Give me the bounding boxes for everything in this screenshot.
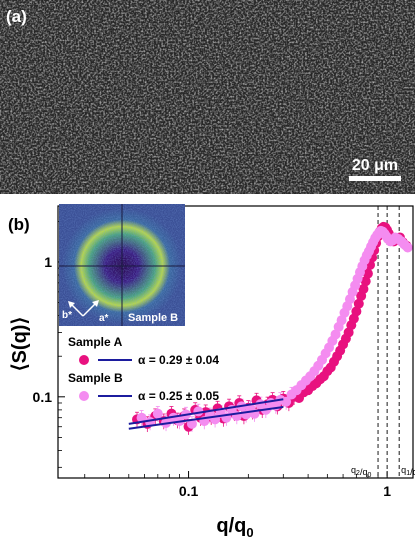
scale-bar-label: 20 μm: [352, 157, 398, 174]
plot-frame: [57, 205, 414, 479]
q2-ratio-label: q2/q0: [351, 465, 371, 479]
data-points: [128, 221, 413, 435]
axes: 0.1 1 0.1 1: [33, 220, 391, 499]
a-star-arrow: [82, 302, 97, 317]
micrograph-image: (a) 20 μm: [0, 0, 415, 194]
legend-sample-a-title: Sample A: [68, 335, 123, 349]
sample-b-point: [281, 396, 292, 407]
sample-b-point: [152, 408, 163, 419]
fit-line: [128, 406, 284, 430]
b-star-label: b*: [62, 310, 72, 321]
legend-sample-a-fit: α = 0.29 ± 0.04: [138, 353, 219, 367]
legend-sample-b-marker: [79, 391, 89, 401]
sample-a-point: [353, 298, 364, 309]
panel-a-label: (a): [6, 7, 27, 26]
fft-inset: b* a* Sample B: [59, 204, 185, 326]
y-tick-label: 0.1: [33, 389, 53, 405]
sample-b-point: [186, 418, 197, 429]
inset-sample-label: Sample B: [128, 312, 178, 324]
sample-a-point: [362, 268, 373, 279]
a-star-arrowhead: [92, 300, 99, 307]
sample-b-point: [330, 329, 341, 340]
structure-factor-plot: (b) q2/q0 q1/q0 0.1 1 0.1 1 b* a* Sample B S…: [8, 204, 415, 540]
panel-b-label: (b): [8, 215, 30, 234]
y-axis-label: ⟨S(q)⟩: [9, 317, 31, 371]
sample-a-point: [360, 276, 371, 287]
sample-b-point: [136, 412, 147, 423]
x-tick-label: 1: [383, 483, 391, 499]
micrograph-panel: (a) 20 μm: [0, 0, 415, 194]
b-star-arrow: [70, 303, 84, 317]
sample-b-point: [402, 242, 413, 253]
a-star-label: a*: [99, 313, 109, 324]
x-tick-label: 0.1: [179, 483, 199, 499]
legend-sample-b-fit: α = 0.25 ± 0.05: [138, 389, 219, 403]
sample-a-point: [358, 284, 369, 295]
legend: Sample A α = 0.29 ± 0.04 Sample B α = 0.…: [68, 335, 219, 403]
fit-line: [128, 398, 284, 425]
scale-bar: [349, 176, 401, 181]
y-tick-label: 1: [44, 254, 52, 270]
sample-a-point: [351, 306, 362, 317]
b-star-arrowhead: [68, 301, 75, 308]
legend-sample-b-title: Sample B: [68, 371, 123, 385]
structure-factor-panel: (b) q2/q0 q1/q0 0.1 1 0.1 1 b* a* Sample B S…: [0, 194, 415, 540]
legend-sample-a-marker: [79, 355, 89, 365]
x-axis-label: q/q0: [216, 515, 253, 538]
micrograph-texture: [0, 0, 415, 194]
q1-ratio-label: q1/q0: [401, 465, 415, 479]
